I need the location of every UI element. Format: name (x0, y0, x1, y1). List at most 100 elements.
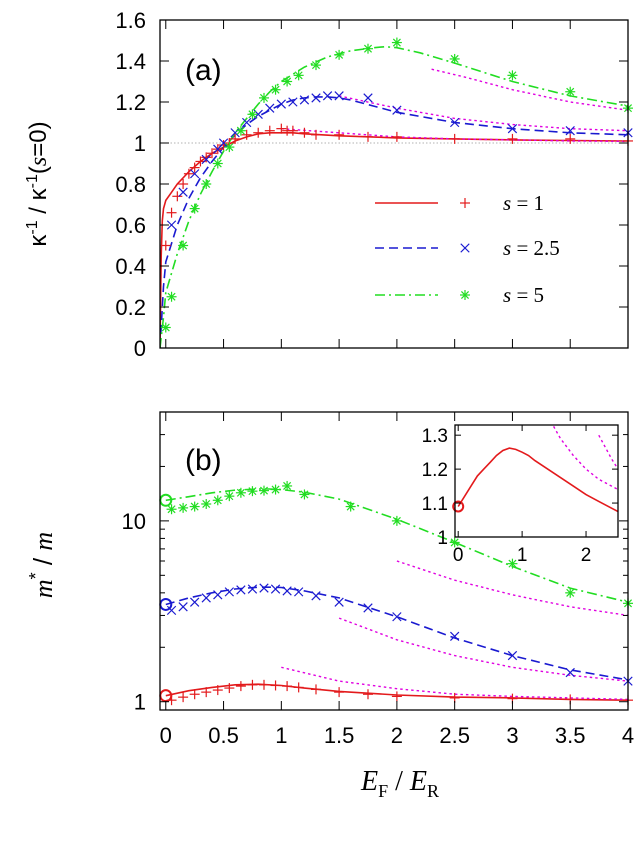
panelA-marker-0-3 (178, 179, 189, 189)
panelA-marker-2-19 (565, 86, 576, 97)
legend-label-s2-5-value: 2.5 (534, 236, 560, 260)
panelA-marker-1-15 (334, 91, 344, 101)
panel-a-series (160, 45, 628, 348)
panelA-marker-0-0 (160, 240, 171, 251)
panelInset-ytick-label-1: 1.1 (422, 494, 448, 515)
panelB-xtick-label-6: 3 (506, 723, 518, 748)
panelA-marker-2-12 (293, 70, 304, 81)
legend-entry-s2-5: s = 2.5 (375, 236, 560, 260)
panelB-marker-1-14 (363, 603, 373, 613)
panelB-marker-2-7 (247, 486, 258, 497)
panelB-ytick-label-0: 1 (134, 690, 146, 715)
panelB-marker-1-16 (449, 631, 460, 641)
panelB-marker-1-5 (224, 587, 235, 597)
panelA-ytick-label-2: 0.4 (115, 254, 146, 279)
panelB-marker-2-4 (212, 495, 223, 506)
inset-ticks: 0 1 211.11.21.3 (422, 425, 618, 566)
panelA-marker-0-19 (299, 127, 310, 138)
panelB-marker-2-13 (391, 515, 402, 526)
panelA-ytick-label-1: 0.2 (115, 295, 146, 320)
panelB-marker-2-9 (270, 484, 281, 495)
legend-marker-s2-5 (460, 243, 470, 253)
panelB-xtick-label-8: 4 (622, 723, 634, 748)
panelA-marker-0-7 (201, 152, 212, 163)
panelA-marker-2-2 (178, 240, 189, 251)
panelA-series-line-3 (431, 68, 628, 111)
legend: s = 1 s = 2.5 s = 5 (375, 191, 560, 307)
panelB-xtick-label-1: 0.5 (208, 723, 239, 748)
panelInset-ytick-label-2: 1.2 (422, 460, 448, 481)
panelB-marker-1-7 (247, 584, 258, 594)
panelA-marker-1-2 (189, 169, 200, 179)
panelA-marker-0-24 (449, 133, 460, 144)
panelA-ytick-label-8: 1.6 (115, 8, 146, 33)
panelB-marker-1-12 (311, 591, 321, 601)
panelA-marker-0-20 (311, 129, 321, 140)
panelB-marker-2-3 (201, 498, 212, 509)
panelB-marker-1-2 (189, 597, 200, 607)
panelA-marker-2-15 (363, 43, 373, 54)
panelA-marker-1-19 (507, 123, 518, 134)
panelA-marker-1-6 (230, 128, 240, 138)
panelB-open-circle-1 (159, 597, 173, 611)
panelA-ytick-label-3: 0.6 (115, 213, 146, 238)
panelB-marker-1-9 (270, 584, 281, 594)
panelA-marker-0-1 (166, 207, 177, 218)
panelA-marker-2-5 (212, 158, 223, 169)
panelA-series-line-4 (338, 95, 628, 132)
panelA-marker-0-18 (287, 125, 298, 136)
panel-a-frame (159, 19, 629, 349)
panelA-marker-0-12 (230, 133, 241, 144)
panel-b-y-axis-label: m* / m (26, 532, 58, 598)
panelA-marker-2-3 (189, 203, 200, 214)
panelA-marker-2-8 (247, 109, 258, 120)
ylabel-b-m2: m (29, 532, 58, 551)
panelB-xtick-label-2: 1 (275, 723, 287, 748)
panelB-series-line-4 (338, 617, 628, 682)
panelA-marker-1-9 (265, 103, 275, 113)
xlabel-er: E (409, 766, 427, 797)
panelB-marker-0-7 (247, 679, 258, 690)
panelB-marker-1-8 (259, 583, 269, 593)
panelB-marker-1-0 (166, 605, 177, 616)
ylabel-open-paren: ( (25, 166, 52, 174)
panelB-xtick-label-3: 1.5 (324, 723, 355, 748)
panelB-marker-0-2 (189, 689, 200, 700)
panelA-marker-2-14 (334, 49, 345, 60)
panelA-marker-2-0 (160, 322, 171, 333)
legend-entry-s1: s = 1 (375, 191, 544, 215)
panelB-marker-2-16 (565, 587, 576, 598)
panelA-marker-0-26 (565, 133, 576, 144)
panelB-marker-1-6 (236, 585, 246, 595)
panelA-marker-1-3 (201, 154, 211, 165)
panelB-marker-2-12 (345, 501, 356, 512)
panelA-marker-1-20 (565, 126, 575, 136)
legend-label-s5: s = 5 (503, 283, 544, 307)
panelB-marker-0-12 (311, 684, 321, 695)
legend-label-s1: s = 1 (503, 191, 544, 215)
panelB-marker-1-13 (334, 597, 344, 607)
xlabel-ef-sub: F (378, 781, 388, 801)
panelA-marker-2-17 (449, 53, 460, 64)
legend-label-s5-value: 5 (534, 283, 545, 307)
panelA-marker-0-4 (183, 168, 194, 179)
ylabel-kappa2: κ (25, 187, 52, 200)
panelA-marker-2-16 (391, 37, 402, 48)
ylabel-b-star: * (26, 572, 46, 579)
panelB-marker-0-9 (270, 680, 281, 691)
panelA-marker-0-5 (189, 162, 200, 173)
panelA-marker-2-7 (235, 125, 246, 136)
panelA-marker-0-22 (363, 131, 373, 142)
panelA-marker-1-10 (276, 99, 287, 109)
panel-a: 00.20.40.60.811.21.41.6 (a) κ-1 / κ-1(s=… (24, 8, 633, 361)
legend-marker-s5 (460, 290, 470, 300)
panelB-series-line-2 (165, 488, 628, 603)
panelA-marker-0-16 (276, 123, 287, 134)
panelB-marker-2-15 (507, 558, 518, 569)
panelB-marker-2-0 (166, 504, 177, 515)
panelB-marker-0-10 (282, 681, 293, 692)
panelA-marker-2-11 (282, 76, 293, 87)
panel-a-markers (160, 37, 633, 333)
panelB-marker-1-18 (565, 667, 575, 678)
